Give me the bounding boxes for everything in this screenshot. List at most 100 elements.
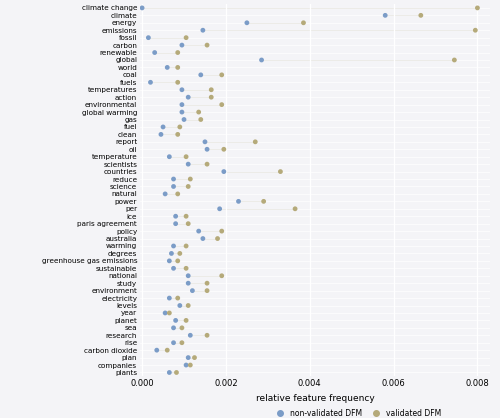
Point <box>417 12 425 19</box>
Point <box>190 354 198 361</box>
Point <box>203 287 211 294</box>
Point <box>163 347 171 354</box>
Point <box>199 27 207 33</box>
Point <box>163 64 171 71</box>
Point <box>184 280 192 286</box>
Point <box>182 213 190 219</box>
Point <box>161 191 169 197</box>
Point <box>144 34 152 41</box>
Point <box>170 324 177 331</box>
Point <box>186 362 194 368</box>
Point <box>186 176 194 182</box>
Point <box>188 287 196 294</box>
Point <box>182 362 190 368</box>
Point <box>174 49 182 56</box>
Point <box>186 332 194 339</box>
Point <box>170 242 177 249</box>
Point <box>208 94 216 100</box>
Point <box>182 153 190 160</box>
Legend: non-validated DFM, validated DFM: non-validated DFM, validated DFM <box>270 405 444 418</box>
Point <box>203 42 211 48</box>
Point <box>234 198 242 205</box>
Point <box>172 369 180 376</box>
Point <box>174 295 182 301</box>
Point <box>474 5 482 11</box>
Point <box>150 49 158 56</box>
Point <box>291 205 299 212</box>
Point <box>197 71 205 78</box>
Point <box>300 20 308 26</box>
Point <box>166 257 173 264</box>
Point <box>203 146 211 153</box>
Point <box>258 57 266 64</box>
Point <box>166 310 173 316</box>
Point <box>166 153 173 160</box>
Point <box>159 124 167 130</box>
Point <box>184 183 192 190</box>
Point <box>176 124 184 130</box>
Point <box>203 161 211 168</box>
Point <box>197 116 205 123</box>
Point <box>218 71 226 78</box>
Point <box>174 131 182 138</box>
Point <box>203 280 211 286</box>
Point <box>176 302 184 309</box>
Point <box>184 220 192 227</box>
Point <box>184 94 192 100</box>
Point <box>176 250 184 257</box>
Point <box>178 101 186 108</box>
Point <box>178 339 186 346</box>
Point <box>178 109 186 115</box>
Point <box>184 302 192 309</box>
Point <box>138 5 146 11</box>
Point <box>146 79 154 86</box>
Point <box>166 369 173 376</box>
X-axis label: relative feature frequency: relative feature frequency <box>256 393 374 403</box>
Point <box>218 101 226 108</box>
Point <box>172 213 179 219</box>
Point <box>218 228 226 234</box>
Point <box>182 242 190 249</box>
Point <box>450 57 458 64</box>
Point <box>182 34 190 41</box>
Point <box>174 64 182 71</box>
Point <box>184 161 192 168</box>
Point <box>194 109 202 115</box>
Point <box>208 87 216 93</box>
Point <box>194 228 202 234</box>
Point <box>201 138 209 145</box>
Point <box>180 116 188 123</box>
Point <box>218 273 226 279</box>
Point <box>182 317 190 324</box>
Point <box>161 310 169 316</box>
Point <box>172 317 179 324</box>
Point <box>178 87 186 93</box>
Point <box>182 265 190 272</box>
Point <box>170 183 177 190</box>
Point <box>252 138 260 145</box>
Point <box>153 347 161 354</box>
Point <box>178 324 186 331</box>
Point <box>203 332 211 339</box>
Point <box>172 220 179 227</box>
Point <box>174 257 182 264</box>
Point <box>166 295 173 301</box>
Point <box>170 176 177 182</box>
Point <box>168 250 175 257</box>
Point <box>174 191 182 197</box>
Point <box>170 339 177 346</box>
Point <box>220 168 228 175</box>
Point <box>276 168 284 175</box>
Point <box>243 20 251 26</box>
Point <box>199 235 207 242</box>
Point <box>174 79 182 86</box>
Point <box>184 354 192 361</box>
Point <box>214 235 222 242</box>
Point <box>472 27 480 33</box>
Point <box>381 12 389 19</box>
Point <box>184 273 192 279</box>
Point <box>170 265 177 272</box>
Point <box>216 205 224 212</box>
Point <box>260 198 268 205</box>
Point <box>157 131 165 138</box>
